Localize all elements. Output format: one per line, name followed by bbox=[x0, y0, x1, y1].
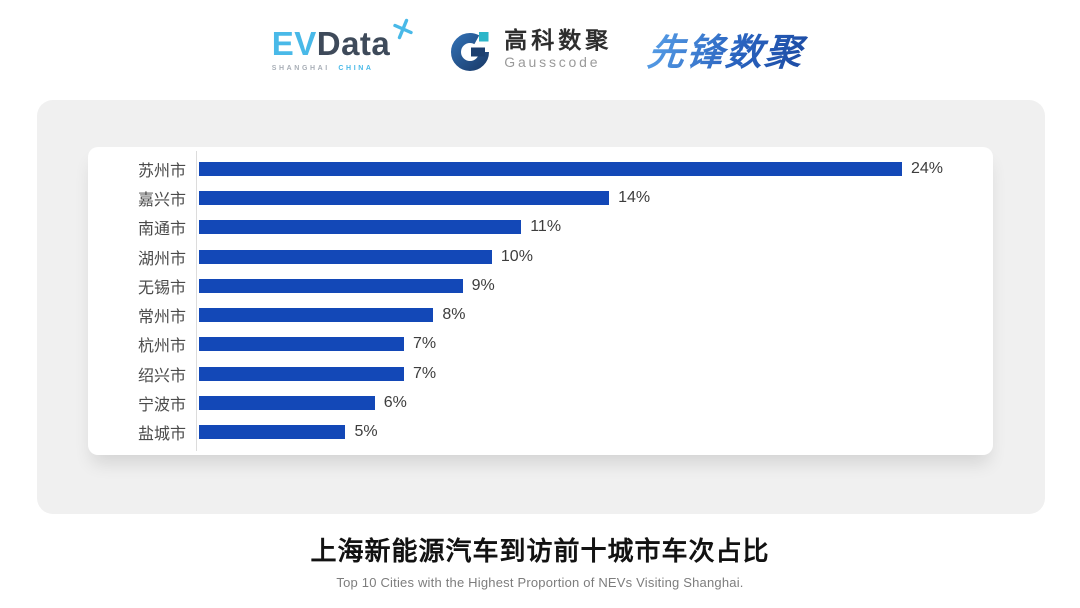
bar-row: 宁波市 6% bbox=[88, 388, 993, 417]
category-label: 绍兴市 bbox=[137, 367, 186, 385]
gausscode-logo: 高科数聚 Gausscode bbox=[450, 26, 612, 72]
bar-row: 盐城市 5% bbox=[88, 418, 993, 447]
evdata-tagline: SHANGHAI CHINA bbox=[272, 65, 374, 72]
evdata-x-icon bbox=[393, 18, 413, 39]
xianfeng-shuju-logo: 先锋数聚 bbox=[645, 22, 811, 76]
bar-row: 苏州市 24% bbox=[88, 154, 993, 183]
bar bbox=[199, 396, 375, 411]
category-label: 宁波市 bbox=[137, 397, 186, 415]
value-label: 24% bbox=[911, 159, 944, 177]
chart-panel: 苏州市 24% 嘉兴市 14% 南通市 11% 湖州市 10% 无锡市 9% bbox=[37, 100, 1045, 514]
bar-zone: 24% bbox=[199, 160, 943, 178]
category-label: 杭州市 bbox=[137, 338, 186, 356]
y-axis-line bbox=[196, 151, 197, 451]
bar bbox=[199, 425, 346, 440]
bar-chart: 苏州市 24% 嘉兴市 14% 南通市 11% 湖州市 10% 无锡市 9% bbox=[88, 154, 993, 447]
evdata-china-text: CHINA bbox=[338, 64, 374, 72]
value-label: 14% bbox=[618, 188, 651, 206]
bar bbox=[199, 366, 405, 381]
bar-zone: 9% bbox=[199, 277, 495, 295]
gausscode-cn-text: 高科数聚 bbox=[504, 27, 613, 54]
bar-row: 嘉兴市 14% bbox=[88, 183, 993, 212]
bar-row: 湖州市 10% bbox=[88, 242, 993, 271]
bar-row: 常州市 8% bbox=[88, 300, 993, 329]
evdata-wordmark: EV Data bbox=[271, 18, 415, 62]
bar-row: 杭州市 7% bbox=[88, 330, 993, 359]
bar-zone: 6% bbox=[199, 394, 407, 412]
gausscode-text: 高科数聚 Gausscode bbox=[504, 28, 612, 69]
value-label: 6% bbox=[383, 394, 407, 412]
category-label: 南通市 bbox=[137, 221, 186, 239]
value-label: 5% bbox=[354, 423, 378, 441]
bar-zone: 14% bbox=[199, 189, 650, 207]
bar-zone: 10% bbox=[199, 248, 533, 266]
chart-card: 苏州市 24% 嘉兴市 14% 南通市 11% 湖州市 10% 无锡市 9% bbox=[88, 147, 993, 455]
chart-title: 上海新能源汽车到访前十城市车次占比 bbox=[310, 536, 770, 566]
bar bbox=[199, 308, 434, 323]
bar-zone: 7% bbox=[199, 335, 436, 353]
category-label: 无锡市 bbox=[137, 279, 186, 297]
bar-zone: 7% bbox=[199, 365, 436, 383]
bar bbox=[199, 190, 610, 205]
gausscode-g-icon bbox=[451, 32, 490, 71]
evdata-logo: EV Data SHANGHAI CHINA bbox=[271, 18, 415, 72]
bar bbox=[199, 278, 463, 293]
bar-zone: 11% bbox=[199, 218, 561, 236]
evdata-ev-text: EV bbox=[271, 24, 317, 62]
bar-zone: 8% bbox=[199, 306, 465, 324]
value-label: 7% bbox=[413, 335, 437, 353]
category-label: 嘉兴市 bbox=[137, 191, 186, 209]
bar bbox=[199, 249, 492, 264]
logo-bar: EV Data SHANGHAI CHINA bbox=[0, 16, 1080, 82]
bar-row: 无锡市 9% bbox=[88, 271, 993, 300]
bar bbox=[199, 337, 405, 352]
value-label: 9% bbox=[471, 276, 495, 294]
value-label: 8% bbox=[442, 306, 466, 324]
bar bbox=[199, 220, 522, 235]
bar-zone: 5% bbox=[199, 423, 378, 441]
value-label: 11% bbox=[530, 218, 562, 236]
value-label: 7% bbox=[413, 364, 437, 382]
category-label: 常州市 bbox=[137, 309, 186, 327]
category-label: 盐城市 bbox=[137, 426, 186, 444]
gausscode-en-text: Gausscode bbox=[504, 53, 601, 70]
category-label: 苏州市 bbox=[137, 162, 186, 180]
caption-block: 上海新能源汽车到访前十城市车次占比 Top 10 Cities with the… bbox=[0, 531, 1080, 590]
category-label: 湖州市 bbox=[137, 250, 186, 268]
bar bbox=[199, 161, 902, 176]
evdata-shanghai-text: SHANGHAI bbox=[271, 64, 330, 72]
value-label: 10% bbox=[500, 247, 533, 265]
bar-row: 南通市 11% bbox=[88, 213, 993, 242]
evdata-data-text: Data bbox=[316, 24, 391, 62]
bar-row: 绍兴市 7% bbox=[88, 359, 993, 388]
chart-subtitle: Top 10 Cities with the Highest Proportio… bbox=[336, 575, 744, 590]
